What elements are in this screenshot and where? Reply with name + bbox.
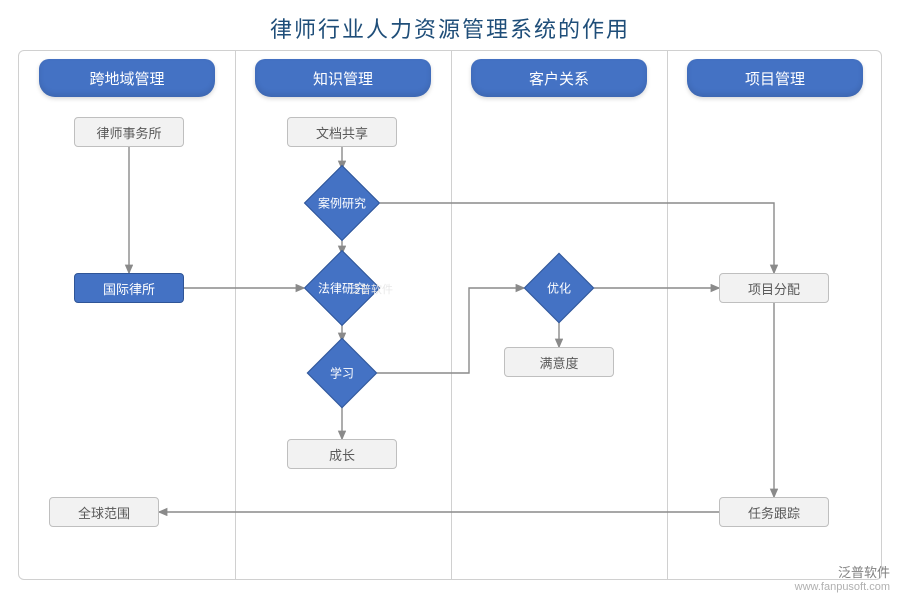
- column-separator: [667, 51, 668, 579]
- node-lawfirm: 律师事务所: [74, 117, 184, 147]
- node-docshare: 文档共享: [287, 117, 397, 147]
- node-case: 案例研究: [315, 176, 369, 230]
- page-title: 律师行业人力资源管理系统的作用: [0, 0, 900, 52]
- watermark-url: www.fanpusoft.com: [795, 581, 890, 594]
- watermark-brand: 泛普软件: [795, 565, 890, 581]
- node-opt: 优化: [534, 263, 584, 313]
- watermark: 泛普软件 www.fanpusoft.com: [795, 565, 890, 594]
- column-separator: [451, 51, 452, 579]
- node-global: 全球范围: [49, 497, 159, 527]
- column-header-region: 跨地域管理: [39, 59, 215, 97]
- node-satisfy: 满意度: [504, 347, 614, 377]
- node-growth: 成长: [287, 439, 397, 469]
- node-study: 学习: [317, 348, 367, 398]
- node-assign: 项目分配: [719, 273, 829, 303]
- column-header-knowledge: 知识管理: [255, 59, 431, 97]
- column-header-project: 项目管理: [687, 59, 863, 97]
- node-track: 任务跟踪: [719, 497, 829, 527]
- column-header-client: 客户关系: [471, 59, 647, 97]
- column-separator: [235, 51, 236, 579]
- node-legal: 法律研究: [315, 261, 369, 315]
- flowchart-canvas: 跨地域管理 知识管理 客户关系 项目管理 律师事务所 国际律所 全球范围 文档共…: [18, 50, 882, 580]
- node-intl: 国际律所: [74, 273, 184, 303]
